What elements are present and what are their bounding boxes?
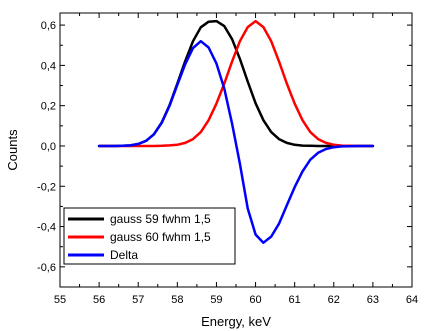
series-line-gauss-59-fwhm-1-5 [97,19,375,148]
legend-label-delta: Delta [110,248,138,262]
x-tick-label: 55 [54,294,66,306]
legend-label-gauss-60: gauss 60 fwhm 1,5 [110,230,211,244]
x-tick-label: 56 [93,294,105,306]
y-tick-label: -0,6 [37,262,56,274]
x-axis-ticks: 55 56 57 58 59 60 61 62 63 64 [54,13,418,306]
legend: gauss 59 fwhm 1,5 gauss 60 fwhm 1,5 Delt… [63,207,236,265]
x-tick-label: 62 [328,294,340,306]
y-tick-label: -0,4 [37,222,56,234]
series-layer [97,19,375,244]
x-tick-label: 61 [289,294,301,306]
y-tick-label: -0,2 [37,181,56,193]
x-tick-label: 60 [249,294,261,306]
y-tick-label: 0,0 [41,141,56,153]
y-axis-ticks: -0,6 -0,4 -0,2 0,0 0,2 0,4 0,6 [37,20,412,274]
x-tick-label: 57 [132,294,144,306]
x-tick-label: 63 [367,294,379,306]
legend-label-gauss-59: gauss 59 fwhm 1,5 [110,212,211,226]
series-line-gauss-60-fwhm-1-5 [97,19,375,148]
y-tick-label: 0,4 [41,60,56,72]
x-tick-label: 59 [210,294,222,306]
x-tick-label: 64 [406,294,418,306]
y-tick-label: 0,2 [41,101,56,113]
x-tick-label: 58 [171,294,183,306]
series-line-delta [97,39,375,244]
x-axis-title: Energy, keV [201,314,271,329]
y-tick-label: 0,6 [41,20,56,32]
y-axis-title: Counts [5,129,20,171]
